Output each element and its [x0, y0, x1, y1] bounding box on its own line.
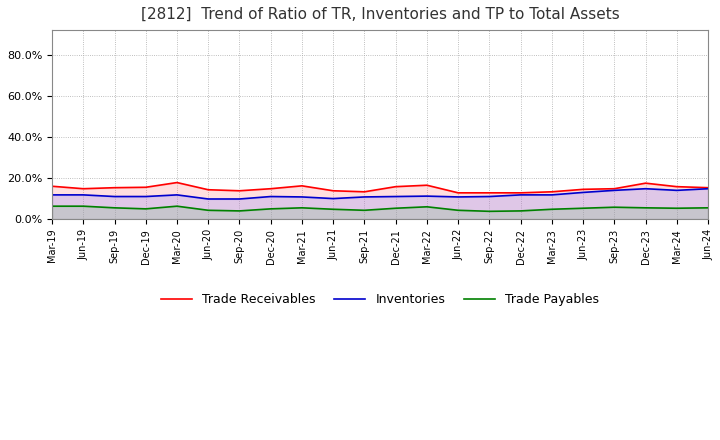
Trade Receivables [204, 187, 212, 192]
Trade Receivables [392, 184, 400, 189]
Trade Payables [423, 204, 431, 209]
Inventories [329, 196, 338, 201]
Line: Trade Receivables: Trade Receivables [52, 183, 708, 193]
Trade Receivables [454, 190, 462, 195]
Trade Receivables [297, 183, 306, 188]
Inventories [173, 192, 181, 198]
Inventories [547, 192, 556, 198]
Title: [2812]  Trend of Ratio of TR, Inventories and TP to Total Assets: [2812] Trend of Ratio of TR, Inventories… [140, 7, 619, 22]
Line: Trade Payables: Trade Payables [52, 206, 708, 211]
Trade Payables [48, 204, 56, 209]
Inventories [672, 188, 681, 193]
Inventories [79, 192, 88, 198]
Inventories [297, 194, 306, 200]
Trade Receivables [173, 180, 181, 185]
Trade Receivables [703, 185, 712, 191]
Trade Payables [110, 205, 119, 210]
Inventories [360, 194, 369, 200]
Trade Receivables [423, 183, 431, 188]
Trade Receivables [79, 186, 88, 191]
Trade Payables [329, 207, 338, 212]
Trade Receivables [141, 185, 150, 190]
Inventories [516, 192, 525, 198]
Trade Payables [579, 205, 588, 211]
Trade Payables [173, 204, 181, 209]
Trade Payables [235, 208, 244, 213]
Inventories [110, 194, 119, 199]
Trade Payables [516, 208, 525, 213]
Trade Payables [360, 208, 369, 213]
Inventories [266, 194, 275, 199]
Trade Receivables [266, 186, 275, 191]
Trade Receivables [672, 184, 681, 189]
Trade Receivables [48, 183, 56, 189]
Inventories [642, 186, 650, 191]
Trade Payables [204, 208, 212, 213]
Inventories [204, 196, 212, 202]
Trade Receivables [485, 190, 494, 195]
Inventories [141, 194, 150, 199]
Trade Receivables [235, 188, 244, 194]
Trade Payables [672, 205, 681, 211]
Trade Payables [485, 209, 494, 214]
Trade Receivables [329, 188, 338, 194]
Trade Payables [703, 205, 712, 210]
Inventories [454, 194, 462, 200]
Trade Payables [79, 204, 88, 209]
Inventories [703, 186, 712, 191]
Trade Payables [547, 207, 556, 212]
Trade Payables [141, 206, 150, 212]
Inventories [579, 190, 588, 195]
Trade Payables [392, 205, 400, 211]
Trade Receivables [642, 180, 650, 186]
Inventories [48, 192, 56, 198]
Trade Receivables [360, 189, 369, 194]
Inventories [235, 196, 244, 202]
Line: Inventories: Inventories [52, 189, 708, 199]
Trade Payables [297, 205, 306, 210]
Trade Receivables [547, 189, 556, 194]
Inventories [392, 194, 400, 199]
Inventories [423, 194, 431, 199]
Legend: Trade Receivables, Inventories, Trade Payables: Trade Receivables, Inventories, Trade Pa… [156, 288, 604, 311]
Trade Payables [642, 205, 650, 210]
Trade Payables [610, 205, 618, 210]
Trade Receivables [516, 190, 525, 195]
Trade Payables [266, 206, 275, 212]
Trade Receivables [110, 185, 119, 191]
Trade Receivables [579, 187, 588, 192]
Trade Payables [454, 208, 462, 213]
Trade Receivables [610, 186, 618, 191]
Inventories [610, 188, 618, 193]
Inventories [485, 194, 494, 199]
